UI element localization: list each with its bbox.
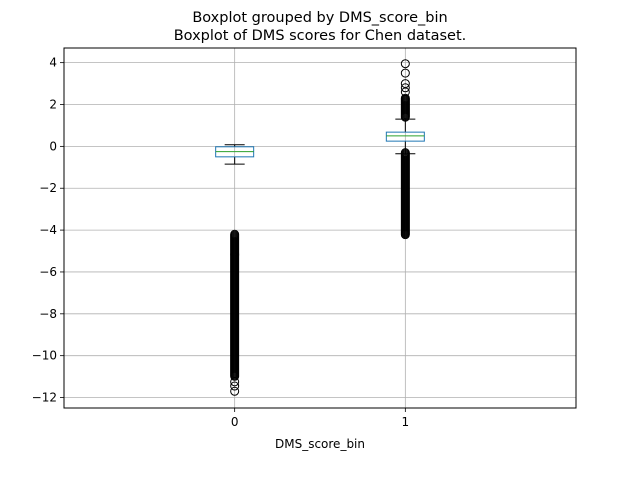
y-tick-label: −12 [32,391,57,405]
y-tick-label: −2 [39,181,57,195]
x-axis-label: DMS_score_bin [275,437,365,451]
y-tick-label: 4 [49,56,57,70]
plot-frame [63,47,577,409]
box-group-0 [215,144,255,396]
axis-layer: 4 2 0 −2 −4 −6 −8 −10 −12 0 1 [32,56,409,429]
outlier-point [400,112,410,122]
grid-layer [64,48,576,408]
x-tick-label: 0 [231,415,239,429]
y-tick-label: −4 [39,223,57,237]
outlier-point [400,79,410,89]
outlier-point [230,386,240,396]
y-tick-label: 2 [49,98,57,112]
outlier-point [400,59,410,69]
outlier-point [230,371,240,381]
x-tick-label: 1 [402,415,410,429]
outlier-point [400,68,410,78]
outlier-point [400,83,410,93]
y-tick-label: −10 [32,349,57,363]
y-tick-label: −6 [39,265,57,279]
outlier-point [400,230,410,240]
box-layer [215,59,425,396]
box-group-1 [385,59,425,240]
chart-title: Boxplot grouped by DMS_score_bin [192,10,447,26]
outlier-point [230,381,240,391]
box-iqr [385,131,425,142]
y-tick-label: 0 [49,139,57,153]
y-tick-label: −8 [39,307,57,321]
outlier-point [230,377,240,387]
chart-subtitle: Boxplot of DMS scores for Chen dataset. [174,28,467,44]
